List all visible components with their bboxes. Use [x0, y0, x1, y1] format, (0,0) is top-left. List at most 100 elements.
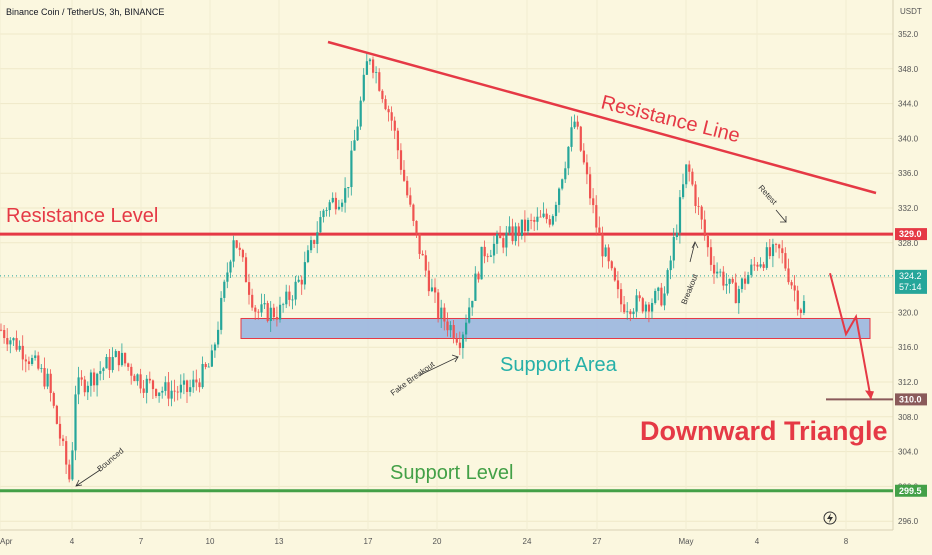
candle — [576, 115, 579, 130]
bounced-arrow — [75, 469, 101, 487]
candle — [127, 362, 130, 371]
candle — [396, 127, 399, 160]
candle — [71, 442, 74, 481]
target-tag-bg — [895, 393, 927, 406]
resistance-tag-text: 329.0 — [899, 229, 922, 239]
candle — [229, 259, 232, 278]
candle — [46, 368, 49, 390]
candle — [21, 335, 24, 371]
candle — [238, 242, 241, 257]
candle — [520, 219, 523, 240]
x-tick-label: 7 — [139, 537, 144, 546]
y-tick-label: 336.0 — [898, 169, 919, 178]
candle — [647, 301, 651, 323]
y-tick-label: 304.0 — [898, 448, 919, 457]
candle — [102, 366, 105, 381]
candle — [626, 302, 629, 320]
candle — [691, 168, 694, 187]
candle — [375, 66, 378, 84]
x-tick-label: 10 — [206, 537, 215, 546]
resistance-price-tag[interactable]: 329.0 — [895, 228, 927, 241]
x-tick-label: 4 — [755, 537, 760, 546]
candle — [536, 207, 539, 231]
candle — [756, 261, 759, 271]
candle — [452, 319, 455, 344]
candle — [31, 354, 34, 366]
candle — [260, 293, 263, 317]
candle — [703, 210, 706, 241]
candle — [706, 233, 709, 257]
resistance-line-label: Resistance Line — [599, 92, 742, 148]
candle — [213, 342, 217, 358]
target-price-tag[interactable]: 310.0 — [895, 393, 927, 406]
candle — [167, 372, 170, 407]
candle — [272, 303, 275, 321]
y-tick-label: 320.0 — [898, 308, 919, 317]
candle — [151, 379, 155, 400]
candle — [297, 275, 300, 283]
candle — [716, 262, 719, 279]
candle — [486, 253, 489, 263]
candle — [458, 331, 461, 356]
candle — [325, 207, 328, 217]
candle — [83, 375, 86, 397]
candle — [319, 210, 322, 233]
support-area-box[interactable] — [240, 317, 871, 339]
candle — [254, 304, 257, 321]
candle — [427, 261, 430, 297]
candle — [505, 225, 508, 257]
candle — [350, 140, 353, 196]
candle — [511, 218, 514, 245]
symbol-title: Binance Coin / TetherUS, 3h, BINANCE — [6, 7, 164, 17]
candle — [440, 299, 443, 328]
candle — [344, 177, 347, 213]
candle — [313, 239, 316, 248]
candle — [179, 374, 182, 399]
grid — [0, 0, 894, 531]
candle — [148, 371, 151, 384]
breakout-label: Breakout — [680, 272, 701, 306]
candle — [282, 302, 285, 313]
candle — [589, 166, 592, 205]
candle — [114, 349, 117, 358]
candle — [27, 356, 31, 371]
x-tick-label: 27 — [593, 537, 602, 546]
support-price-tag[interactable]: 299.5 — [895, 484, 927, 497]
candle — [468, 297, 471, 324]
candle — [551, 214, 554, 227]
candle — [18, 340, 21, 352]
candle — [139, 368, 142, 394]
candle — [244, 252, 248, 283]
time-scale[interactable]: Apr 4 7 10 13 17 20 24 27 May 4 8 — [0, 537, 849, 546]
candle — [790, 279, 793, 290]
candle — [108, 348, 111, 378]
candle — [793, 275, 796, 302]
fake-breakout-label: Fake Breakout — [389, 359, 437, 397]
candle — [294, 275, 297, 306]
candle — [198, 378, 201, 393]
candle — [145, 374, 148, 404]
candle — [406, 176, 409, 198]
candle — [341, 199, 344, 212]
candle — [399, 143, 403, 175]
candle — [775, 242, 778, 253]
x-tick-label: 4 — [70, 537, 75, 546]
y-tick-label: 348.0 — [898, 65, 919, 74]
candle — [403, 160, 406, 183]
candle — [182, 373, 186, 395]
projection-arrow[interactable] — [829, 272, 872, 400]
candle — [579, 125, 582, 153]
support-tag-text: 299.5 — [899, 486, 922, 496]
candle — [641, 296, 644, 314]
candle — [527, 217, 530, 235]
lightning-icon[interactable] — [823, 511, 837, 525]
candle — [424, 250, 427, 277]
candle — [368, 58, 372, 65]
price-scale[interactable]: USDT 296.0300.0304.0308.0312.0316.0320.0… — [895, 7, 927, 526]
bar-countdown-text: 57:14 — [899, 282, 922, 292]
candle — [372, 56, 375, 79]
resistance-trendline[interactable] — [327, 40, 877, 195]
current-price-tag[interactable]: 324.2 57:14 — [895, 269, 927, 294]
resistance-tag-bg — [895, 228, 927, 241]
